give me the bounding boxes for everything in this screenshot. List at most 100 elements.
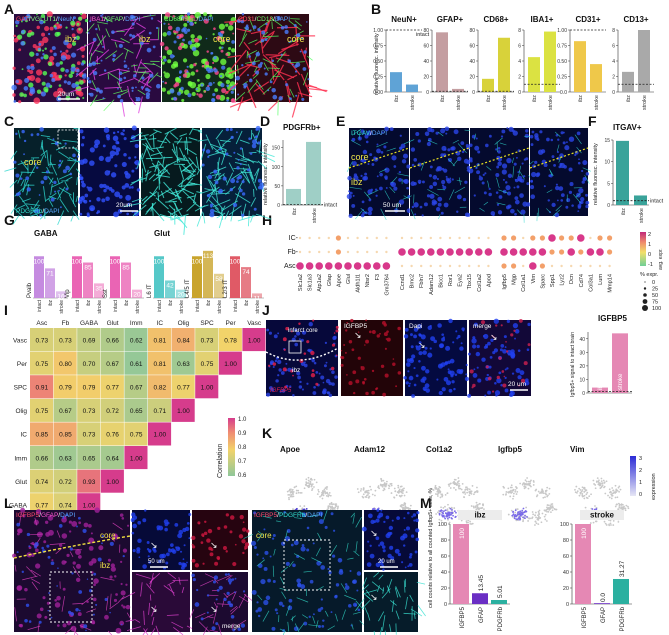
micrograph-bg <box>252 510 362 632</box>
umap-point <box>476 490 479 493</box>
fiber <box>226 591 236 598</box>
umap-point <box>400 494 403 497</box>
cell-spot <box>379 332 381 335</box>
cell-spot <box>487 341 491 346</box>
expression-dot <box>346 236 350 240</box>
panel-j-micrograph <box>467 318 531 398</box>
cell-value: 0.72 <box>59 479 72 486</box>
cell-spot <box>526 182 530 186</box>
fiber <box>70 215 74 222</box>
fiber <box>152 134 155 148</box>
umap-point <box>305 478 308 481</box>
cell-spot <box>271 626 276 631</box>
fiber <box>182 169 192 174</box>
cell-spot <box>556 156 561 161</box>
umap-point <box>604 492 607 495</box>
y-axis-label: relative fluoresc. intensity <box>593 143 599 205</box>
cell-spot <box>118 71 123 76</box>
fiber <box>285 530 288 539</box>
cell-spot <box>441 387 446 392</box>
cell-spot <box>131 86 134 90</box>
cell-spot <box>430 128 435 133</box>
scale-bar-label: 50 um <box>148 559 165 565</box>
cell-spot <box>257 614 261 618</box>
channel-title-part: IGFBP5 <box>254 512 278 519</box>
y-tick-label: 20 <box>579 364 585 370</box>
umap-point <box>444 505 446 508</box>
cell-spot <box>223 525 228 529</box>
umap-point <box>382 479 385 482</box>
umap-point <box>474 505 477 508</box>
bar <box>498 37 510 92</box>
fiber <box>272 565 275 577</box>
cell-spot <box>78 521 82 525</box>
x-tick-label: ibz <box>440 95 446 102</box>
cell-spot <box>548 174 552 178</box>
cell-spot <box>435 168 440 172</box>
fiber <box>132 204 147 217</box>
fiber <box>210 143 227 151</box>
matrix-cell <box>242 328 266 352</box>
cell-spot <box>98 155 104 161</box>
fiber <box>37 622 40 633</box>
fiber <box>238 595 249 603</box>
cell-spot <box>54 599 58 602</box>
expression-dot <box>382 262 391 270</box>
umap-point <box>386 480 388 483</box>
region-label: ibz <box>100 561 110 570</box>
fiber <box>250 197 257 207</box>
cell-spot <box>240 623 246 628</box>
pct-tick: 100 <box>652 306 661 312</box>
column-label: Olig <box>178 320 190 327</box>
cell-spot <box>315 382 319 386</box>
fiber <box>287 85 291 96</box>
cell-spot <box>241 192 246 196</box>
cell-spot <box>34 545 38 549</box>
umap-point-high <box>441 511 444 514</box>
fiber <box>177 174 192 187</box>
cell-spot <box>277 359 282 365</box>
y-axis-label: Igfbp5+ signal to intact brain <box>570 332 576 397</box>
fiber <box>135 22 146 30</box>
cell-spot <box>146 47 152 53</box>
cell-spot <box>292 563 296 568</box>
cell-spot <box>268 331 272 335</box>
gene-label: Gm3764 <box>384 274 390 295</box>
expression-dot <box>410 264 413 268</box>
panel-label: B <box>371 1 381 17</box>
umap-point <box>394 490 397 493</box>
fiber <box>98 68 120 77</box>
cell-value: 0.64 <box>106 455 119 462</box>
cell-spot <box>322 381 325 384</box>
umap-point <box>598 479 600 482</box>
cell-spot <box>352 391 356 395</box>
cell-spot <box>212 93 216 97</box>
cell-spot <box>566 198 571 203</box>
y-tick-label: 8 <box>518 28 521 34</box>
fiber <box>14 607 17 622</box>
cell-spot <box>582 177 586 181</box>
umap-point <box>331 507 334 510</box>
cell-spot <box>26 65 31 70</box>
cell-spot <box>585 172 590 176</box>
cell-spot <box>296 578 301 584</box>
gene-label: Atp1a2 <box>317 274 323 292</box>
fiber <box>458 177 461 186</box>
cell-spot <box>39 607 44 612</box>
cell-spot <box>522 175 526 178</box>
fiber <box>166 614 179 616</box>
cell-spot <box>382 549 386 553</box>
bar-value: 71 <box>46 270 54 277</box>
cell-spot <box>59 23 62 27</box>
cell-spot <box>232 628 236 632</box>
cell-spot <box>123 60 126 63</box>
umap-point <box>440 506 442 509</box>
gene-label: Col1a1 <box>521 274 527 292</box>
cell-spot <box>40 13 46 19</box>
cell-spot <box>312 613 315 616</box>
fiber <box>228 162 235 172</box>
umap-point <box>581 492 584 495</box>
fiber <box>351 128 362 136</box>
umap-point <box>359 489 362 492</box>
cell-spot <box>495 324 498 327</box>
